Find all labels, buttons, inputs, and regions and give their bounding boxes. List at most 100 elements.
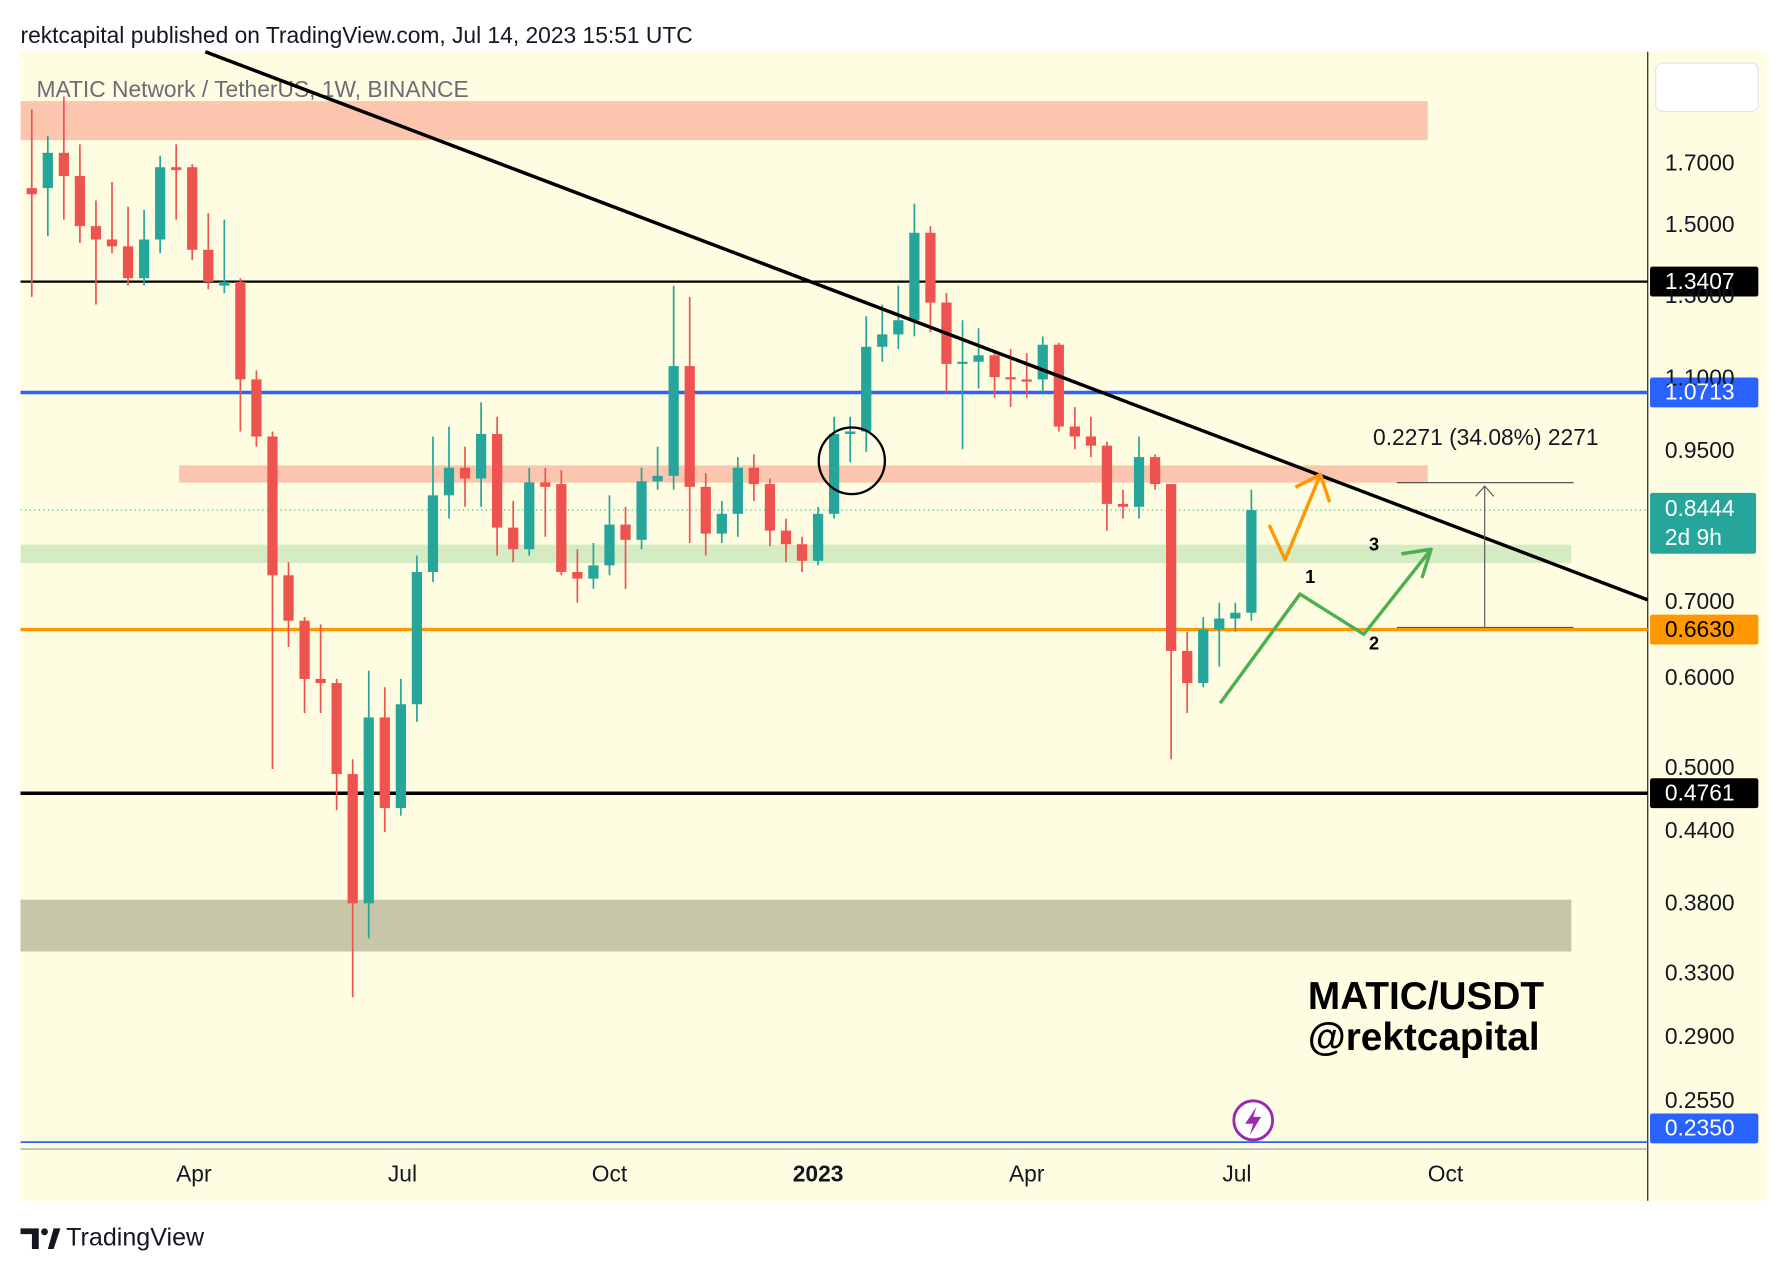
candle-body: [459, 467, 471, 479]
trendline: [204, 50, 1649, 602]
settings-box[interactable]: [1655, 62, 1759, 113]
y-tick-label: 1.7000: [1665, 149, 1735, 175]
candle-body: [315, 678, 326, 684]
x-tick-label: Apr: [176, 1161, 212, 1187]
candle-body: [588, 565, 599, 579]
candle-body: [443, 467, 455, 496]
price-label: 0.6630: [1665, 616, 1735, 642]
y-tick-label: 0.4400: [1665, 817, 1735, 843]
x-tick-label: Jul: [388, 1161, 417, 1187]
candle-body: [235, 281, 246, 380]
price-label: 1.3407: [1665, 268, 1735, 294]
candle-body: [379, 717, 390, 809]
candle-body: [764, 484, 776, 531]
candle-body: [636, 481, 647, 540]
candle-body: [716, 513, 727, 534]
candle-body: [1037, 344, 1048, 380]
y-tick-label: 1.1000: [1665, 364, 1735, 390]
price-label-box: [1650, 266, 1759, 297]
symbol-title: MATIC Network / TetherUS, 1W, BINANCE: [36, 76, 468, 102]
candle-body: [1085, 436, 1097, 446]
candle-body: [1005, 377, 1016, 380]
candle-body: [26, 188, 37, 195]
price-label-box: [1650, 377, 1759, 408]
candle-body: [620, 524, 631, 540]
green-arrowhead: [1401, 547, 1433, 579]
candle-body: [524, 482, 535, 550]
candle-body: [989, 355, 1000, 378]
price-label-box: [1650, 778, 1759, 809]
candle-body: [909, 232, 920, 321]
header: rektcapital published on TradingView.com…: [21, 22, 693, 48]
candle-body: [267, 436, 278, 576]
orange-path-arrow: [1267, 473, 1323, 562]
price-label-box: [1650, 1113, 1759, 1144]
candle-body: [1214, 618, 1225, 630]
candle-body: [219, 281, 230, 286]
candle-body: [780, 530, 792, 545]
candle-body: [1133, 457, 1145, 507]
candle-body: [492, 433, 503, 528]
countdown-label: 2d 9h: [1665, 524, 1722, 550]
candle-body: [1166, 484, 1177, 651]
watermark: @rektcapital: [1308, 1016, 1540, 1059]
y-tick-label: 1.3000: [1665, 282, 1735, 308]
price-label: 0.4761: [1665, 779, 1735, 805]
candle-body: [829, 433, 840, 514]
candle-body: [700, 486, 711, 534]
logo-mark: [47, 1228, 61, 1250]
candle-body: [1246, 510, 1257, 613]
logo-mark: [41, 1228, 48, 1236]
candle-body: [861, 346, 872, 432]
candle-body: [732, 467, 743, 514]
lightning-icon[interactable]: [1232, 1099, 1275, 1142]
y-tick-label: 0.7000: [1665, 588, 1735, 614]
candle-body: [1101, 445, 1113, 504]
candle-body: [203, 249, 214, 282]
y-tick-label: 0.6000: [1665, 664, 1735, 690]
y-tick-label: 0.3800: [1665, 890, 1735, 916]
y-tick-label: 0.3300: [1665, 959, 1735, 985]
measure-label: 0.2271 (34.08%) 2271: [1373, 424, 1599, 450]
candle-body: [1230, 612, 1241, 619]
candle-body: [973, 355, 984, 362]
wave-label: 3: [1369, 534, 1379, 555]
candle-body: [556, 484, 567, 572]
candle-body: [508, 527, 519, 550]
x-tick-label: Apr: [1009, 1161, 1045, 1187]
candle-body: [122, 246, 134, 279]
candle-body: [347, 773, 358, 904]
footer-brand: TradingView: [66, 1223, 205, 1251]
candle-body: [684, 366, 695, 487]
candle-body: [475, 433, 487, 479]
candle-body: [138, 239, 150, 279]
candle-body: [1117, 503, 1129, 507]
candle-body: [171, 167, 182, 171]
candle-body: [411, 571, 423, 705]
levels: [20, 266, 1759, 1144]
resistance-zone: [179, 465, 1428, 483]
candle-body: [106, 239, 118, 247]
candles: [26, 96, 1257, 998]
candle-body: [845, 431, 856, 434]
candle-body: [58, 152, 69, 177]
highlight-circle: [817, 426, 887, 496]
x-tick-label: 2023: [793, 1161, 844, 1187]
tradingview-logo: [20, 1228, 61, 1250]
candle-body: [748, 467, 760, 485]
y-tick-label: 0.9500: [1665, 437, 1735, 463]
candle-body: [363, 717, 374, 904]
y-tick-label: 0.5000: [1665, 754, 1735, 780]
candle-body: [187, 167, 198, 250]
candle-body: [1021, 379, 1032, 382]
candle-body: [1182, 650, 1193, 684]
watermark: MATIC/USDT: [1308, 975, 1544, 1018]
icon-bolt: [1245, 1106, 1262, 1136]
x-tick-label: Jul: [1222, 1161, 1251, 1187]
x-tick-label: Oct: [1428, 1161, 1464, 1187]
candle-body: [812, 513, 824, 561]
demand-zone: [20, 899, 1572, 952]
candle-body: [427, 495, 439, 572]
